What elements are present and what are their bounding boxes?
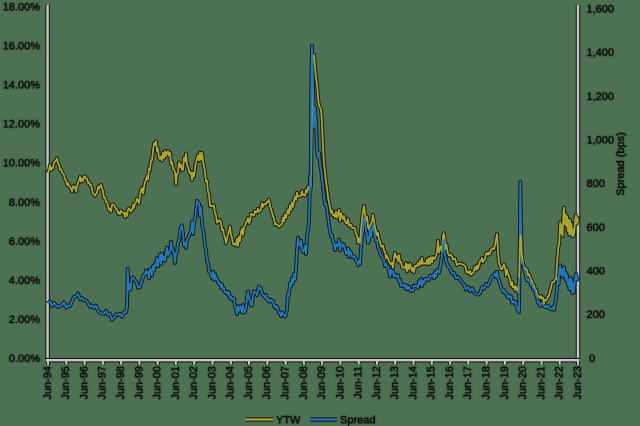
svg-text:Jun-12: Jun-12	[371, 366, 383, 400]
svg-text:6.00%: 6.00%	[9, 236, 40, 248]
svg-text:Jun-11: Jun-11	[353, 366, 365, 399]
svg-text:Jun-13: Jun-13	[389, 366, 401, 400]
svg-text:Jun-02: Jun-02	[188, 366, 200, 400]
svg-text:14.00%: 14.00%	[3, 80, 41, 92]
svg-text:0.00%: 0.00%	[9, 353, 40, 365]
svg-text:Jun-20: Jun-20	[517, 366, 529, 400]
svg-text:Jun-17: Jun-17	[462, 366, 474, 400]
svg-text:600: 600	[587, 222, 605, 234]
svg-text:Jun-03: Jun-03	[206, 366, 218, 400]
svg-text:Jun-94: Jun-94	[42, 366, 54, 400]
svg-text:Spread (bps): Spread (bps)	[615, 132, 627, 196]
svg-text:8.00%: 8.00%	[9, 197, 40, 209]
svg-text:200: 200	[587, 309, 605, 321]
svg-text:12.00%: 12.00%	[3, 119, 41, 131]
svg-text:16.00%: 16.00%	[3, 41, 41, 53]
svg-text:Jun-06: Jun-06	[261, 366, 273, 400]
svg-text:0: 0	[589, 353, 595, 365]
svg-text:Jun-22: Jun-22	[554, 366, 566, 400]
svg-text:1,200: 1,200	[587, 91, 615, 103]
svg-text:Jun-23: Jun-23	[572, 366, 584, 400]
svg-text:400: 400	[587, 266, 605, 278]
svg-text:Jun-09: Jun-09	[316, 366, 328, 400]
svg-text:Jun-01: Jun-01	[170, 366, 182, 400]
svg-text:10.00%: 10.00%	[3, 158, 41, 170]
svg-text:1,600: 1,600	[587, 4, 615, 16]
svg-text:Jun-18: Jun-18	[481, 366, 493, 400]
svg-text:Jun-19: Jun-19	[499, 366, 511, 400]
svg-text:Jun-08: Jun-08	[298, 366, 310, 400]
svg-text:Jun-97: Jun-97	[97, 366, 109, 400]
svg-text:2.00%: 2.00%	[9, 314, 40, 326]
svg-text:Jun-10: Jun-10	[334, 366, 346, 400]
svg-text:Jun-07: Jun-07	[280, 366, 292, 400]
svg-text:Jun-15: Jun-15	[426, 366, 438, 400]
svg-text:Spread: Spread	[340, 414, 375, 426]
svg-text:Jun-99: Jun-99	[133, 366, 145, 400]
svg-text:4.00%: 4.00%	[9, 275, 40, 287]
svg-text:Jun-21: Jun-21	[535, 366, 547, 400]
svg-text:Jun-05: Jun-05	[243, 366, 255, 400]
svg-text:1,400: 1,400	[587, 47, 615, 59]
svg-text:Jun-95: Jun-95	[60, 366, 72, 400]
svg-text:1,000: 1,000	[587, 135, 615, 147]
svg-text:800: 800	[587, 178, 605, 190]
svg-text:Jun-16: Jun-16	[444, 366, 456, 400]
svg-text:Jun-00: Jun-00	[152, 366, 164, 400]
svg-text:18.00%: 18.00%	[3, 2, 41, 14]
svg-text:Jun-96: Jun-96	[78, 366, 90, 400]
svg-text:Jun-98: Jun-98	[115, 366, 127, 400]
svg-text:Jun-04: Jun-04	[225, 366, 237, 400]
svg-text:YTW: YTW	[276, 414, 301, 426]
svg-text:Jun-14: Jun-14	[407, 366, 419, 400]
